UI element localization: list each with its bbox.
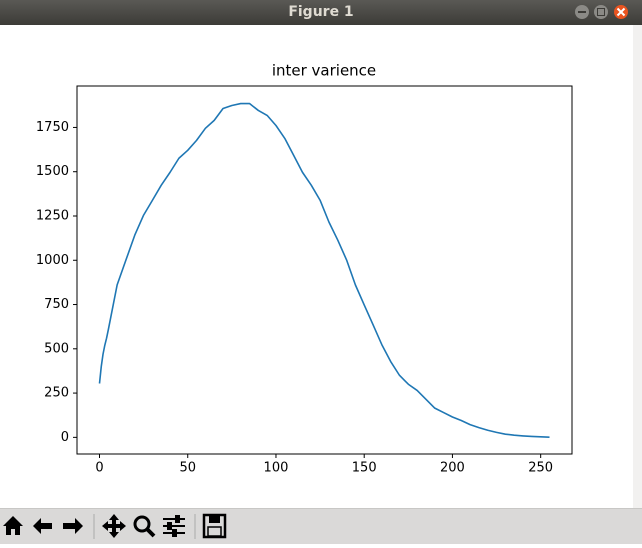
y-tick-label: 0 xyxy=(61,430,69,445)
toolbar-icons xyxy=(3,513,227,539)
x-tick-label: 100 xyxy=(264,461,289,476)
toolbar xyxy=(0,508,642,544)
x-tick-label: 150 xyxy=(352,461,377,476)
icon xyxy=(597,8,605,16)
axes-frame xyxy=(76,85,573,455)
figure: inter varience 0 50 100 150 200 250 0 250 500 750… xyxy=(36,25,642,508)
save-button[interactable] xyxy=(202,513,227,539)
forward-button[interactable] xyxy=(63,518,83,534)
zoom-button[interactable] xyxy=(133,515,151,533)
icon xyxy=(145,527,156,538)
y-tick-label: 1500 xyxy=(36,164,69,179)
data-line xyxy=(98,102,550,438)
chart-title: inter varience xyxy=(272,62,376,80)
y-tick-label: 500 xyxy=(44,341,69,356)
icon xyxy=(207,526,222,537)
title-bar: Figure 1 xyxy=(0,0,642,25)
window-buttons xyxy=(575,5,628,19)
pan-button[interactable] xyxy=(102,514,126,538)
home-button[interactable] xyxy=(3,516,23,535)
icon xyxy=(578,11,586,13)
y-tick-label: 1750 xyxy=(36,120,69,135)
y-tick-label: 250 xyxy=(44,386,69,401)
icon xyxy=(209,516,220,523)
y-tick-label: 750 xyxy=(44,297,69,312)
x-tick-label: 250 xyxy=(528,461,553,476)
icon xyxy=(616,7,626,17)
configure-button[interactable] xyxy=(163,515,185,537)
y-tick-label: 1250 xyxy=(36,208,69,223)
x-tick-label: 0 xyxy=(95,461,103,476)
y-tick-label: 1000 xyxy=(36,253,69,268)
window-title: Figure 1 xyxy=(288,4,354,20)
x-tick-label: 50 xyxy=(179,461,196,476)
back-button[interactable] xyxy=(33,518,52,534)
maximize-button[interactable] xyxy=(594,5,608,19)
x-tick-label: 200 xyxy=(440,461,465,476)
window-edge xyxy=(633,25,642,508)
